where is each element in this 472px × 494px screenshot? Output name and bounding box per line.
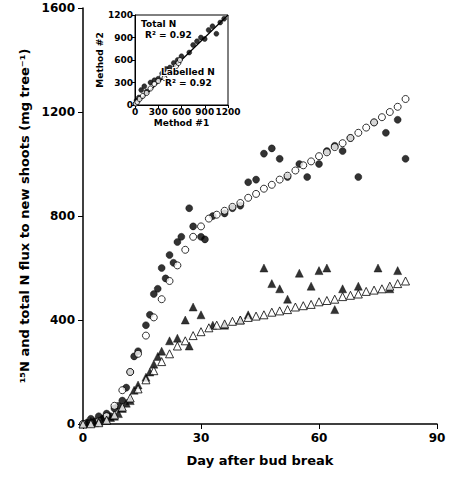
svg-text:1200: 1200 bbox=[42, 105, 75, 119]
svg-text:Method #2: Method #2 bbox=[95, 32, 105, 87]
svg-text:600: 600 bbox=[172, 107, 191, 117]
svg-text:90: 90 bbox=[429, 431, 446, 445]
svg-text:900: 900 bbox=[195, 107, 214, 117]
svg-text:900: 900 bbox=[114, 33, 133, 43]
svg-text:Labelled N: Labelled N bbox=[161, 67, 215, 77]
svg-text:0: 0 bbox=[132, 107, 138, 117]
svg-text:1200: 1200 bbox=[215, 107, 240, 117]
svg-text:600: 600 bbox=[114, 55, 133, 65]
svg-text:¹⁵N and total N flux to new sh: ¹⁵N and total N flux to new shoots (mg t… bbox=[17, 49, 32, 384]
svg-text:R² = 0.92: R² = 0.92 bbox=[145, 30, 192, 40]
svg-text:Total N: Total N bbox=[141, 19, 176, 29]
svg-text:400: 400 bbox=[50, 313, 75, 327]
svg-text:300: 300 bbox=[114, 78, 133, 88]
svg-text:1200: 1200 bbox=[108, 10, 133, 20]
svg-text:30: 30 bbox=[193, 431, 210, 445]
svg-text:1600: 1600 bbox=[42, 1, 75, 15]
svg-text:60: 60 bbox=[311, 431, 328, 445]
svg-text:Day after bud break: Day after bud break bbox=[187, 453, 334, 468]
svg-text:800: 800 bbox=[50, 209, 75, 223]
svg-text:0: 0 bbox=[67, 417, 75, 431]
svg-text:300: 300 bbox=[149, 107, 168, 117]
svg-text:Method #1: Method #1 bbox=[154, 118, 209, 128]
svg-text:R² = 0.92: R² = 0.92 bbox=[165, 78, 212, 88]
svg-text:0: 0 bbox=[126, 100, 133, 110]
svg-text:0: 0 bbox=[79, 431, 87, 445]
